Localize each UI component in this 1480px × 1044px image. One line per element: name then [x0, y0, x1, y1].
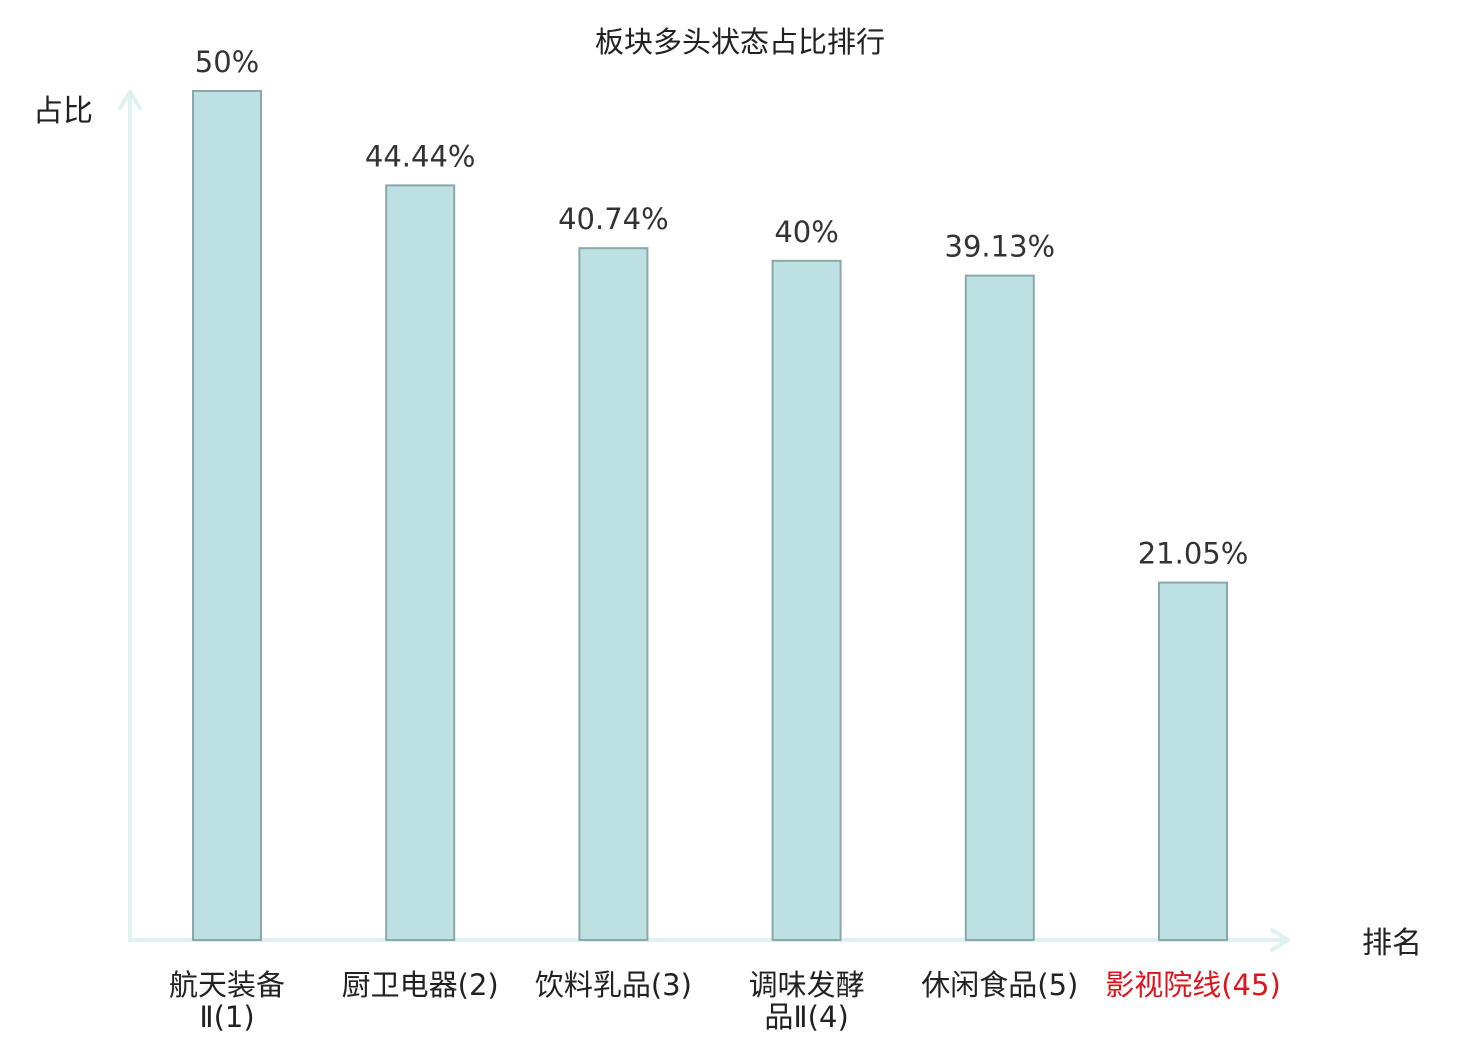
category-tick-label-line: Ⅱ(1) — [199, 1000, 254, 1034]
category-tick-label: 影视院线(45) — [1105, 968, 1281, 1002]
category-tick-label-line: 厨卫电器(2) — [342, 968, 499, 1002]
category-tick-label-line: 饮料乳品(3) — [535, 968, 692, 1002]
bar-value-label: 40.74% — [558, 202, 669, 236]
x-axis-arrow — [1270, 928, 1290, 952]
bar-value-label: 50% — [195, 45, 259, 79]
chart-title: 板块多头状态占比排行 — [595, 25, 885, 59]
bar — [578, 247, 649, 941]
category-tick-label: 航天装备 Ⅱ(1) — [169, 968, 285, 1034]
y-axis-label: 占比 — [33, 94, 93, 129]
bar-value-label: 44.44% — [365, 139, 476, 173]
bar — [192, 90, 262, 941]
bars-group — [192, 90, 1228, 942]
bar — [385, 184, 456, 941]
category-tick-label: 休闲食品(5) — [921, 968, 1078, 1002]
x-axis-label: 排名 — [1362, 926, 1422, 961]
bar-value-label: 21.05% — [1138, 537, 1249, 571]
category-tick-label: 调味发酵品Ⅱ(4) — [749, 968, 865, 1034]
category-tick-label-line: 调味发酵 — [749, 968, 865, 1002]
category-tick-label-line: 品Ⅱ(4) — [764, 1000, 848, 1034]
value-labels-group: 50% 44.44% 40.74% 40% 39.13% 21.05% — [195, 45, 1249, 571]
bar — [964, 274, 1035, 942]
category-tick-label-line: 航天装备 — [169, 968, 285, 1002]
bar — [771, 259, 842, 941]
bar-value-label: 39.13% — [945, 230, 1056, 264]
category-tick-label-line: 休闲食品(5) — [921, 968, 1078, 1002]
bar — [1158, 581, 1228, 941]
bar-value-label: 40% — [774, 215, 838, 249]
category-tick-label-line: 影视院线(45) — [1105, 968, 1281, 1002]
category-labels-group: 航天装备 Ⅱ(1) 厨卫电器(2) 饮料乳品(3) 调味发酵品Ⅱ(4) 休闲食品(5) 影视… — [169, 968, 1281, 1034]
category-tick-label: 饮料乳品(3) — [535, 968, 692, 1002]
axes — [118, 90, 1290, 952]
category-tick-label: 厨卫电器(2) — [342, 968, 499, 1002]
y-axis-arrow — [118, 90, 142, 110]
